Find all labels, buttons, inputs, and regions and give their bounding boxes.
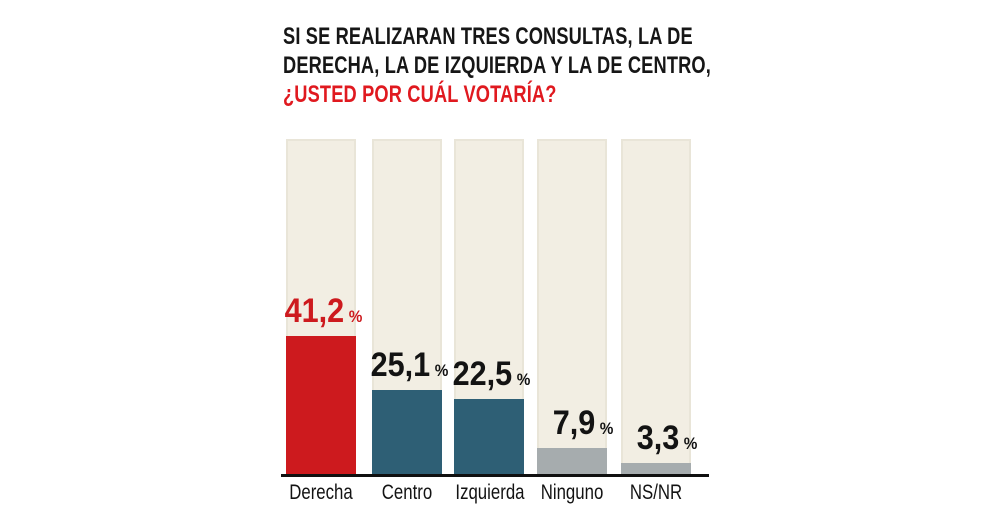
bar-column: 41,2% Derecha <box>284 139 362 504</box>
percent-sign: % <box>348 306 362 326</box>
x-axis-baseline <box>281 474 709 477</box>
bar-category-label: Izquierda <box>455 481 525 504</box>
bar <box>286 335 356 474</box>
bar-category-label: Ninguno <box>540 481 604 504</box>
bar <box>621 462 691 474</box>
bar-track <box>621 139 691 474</box>
bar-value-label: 3,3% <box>636 421 697 455</box>
bar <box>372 389 442 474</box>
bar-category-label: Centro <box>381 481 433 504</box>
bar-value-number: 25,1 <box>370 345 430 384</box>
bar-value-label: 25,1% <box>370 348 448 382</box>
percent-sign: % <box>516 369 530 389</box>
percent-sign: % <box>683 433 697 453</box>
chart-title-line-2: DERECHA, LA DE IZQUIERDA Y LA DE CENTRO, <box>283 52 711 79</box>
percent-sign: % <box>434 360 448 380</box>
bar-track <box>537 139 607 474</box>
bar-value-label: 22,5% <box>452 357 530 391</box>
bar-column: 7,9% Ninguno <box>537 139 613 504</box>
bar <box>537 447 607 474</box>
chart-title-line-1: SI SE REALIZARAN TRES CONSULTAS, LA DE <box>283 23 693 50</box>
chart-title: SI SE REALIZARAN TRES CONSULTAS, LA DE D… <box>283 22 711 109</box>
bar-value-number: 7,9 <box>552 403 595 442</box>
bar-value-number: 22,5 <box>452 354 512 393</box>
bar-value-label: 41,2% <box>284 294 362 328</box>
percent-sign: % <box>599 418 613 438</box>
bar-category-label: Derecha <box>289 481 353 504</box>
bar-category-label: NS/NR <box>629 481 683 504</box>
bar-chart: 41,2% Derecha 25,1% Centro 22,5% Izquier… <box>281 139 709 504</box>
bar-value-number: 3,3 <box>636 418 679 457</box>
bar-column: 3,3% NS/NR <box>621 139 697 504</box>
bar-column: 22,5% Izquierda <box>452 139 530 504</box>
chart-title-question: ¿USTED POR CUÁL VOTARÍA? <box>283 81 557 108</box>
bar-value-label: 7,9% <box>552 406 613 440</box>
bar-column: 25,1% Centro <box>370 139 448 504</box>
bar-value-number: 41,2 <box>284 291 344 330</box>
bar <box>454 398 524 474</box>
